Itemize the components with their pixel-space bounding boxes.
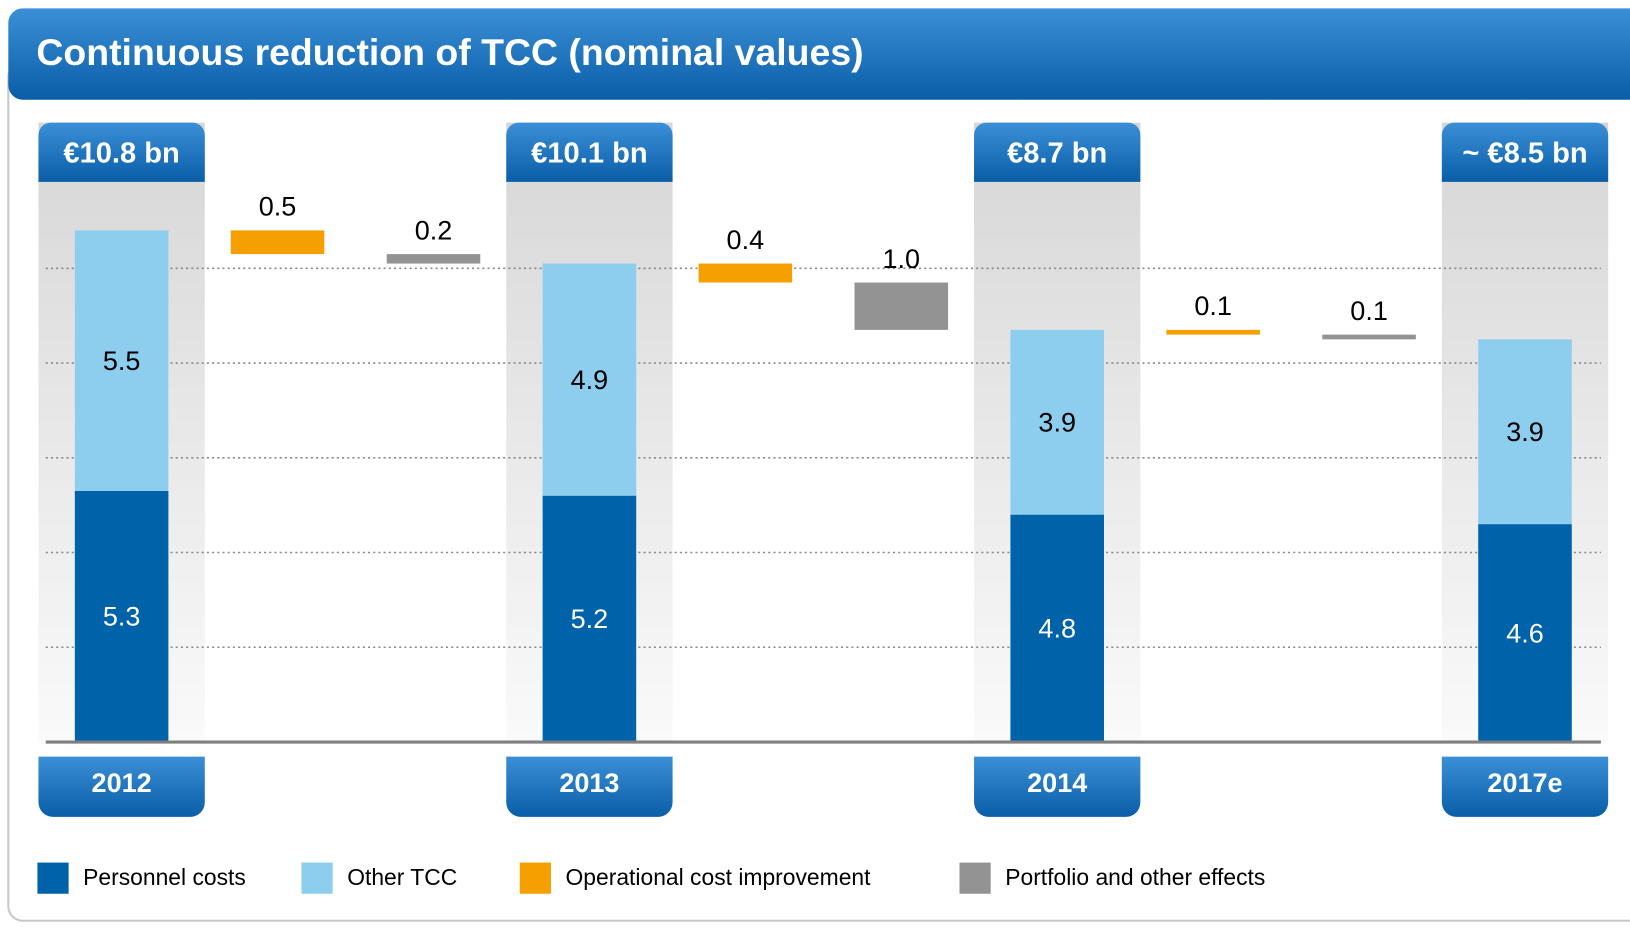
data-label: 5.5 xyxy=(103,346,141,376)
legend-label: Operational cost improvement xyxy=(566,864,872,890)
data-label: 5.3 xyxy=(103,602,141,632)
total-box xyxy=(1441,122,1609,182)
title-bar xyxy=(8,8,1630,100)
category-box xyxy=(1441,756,1609,817)
data-label: 0.2 xyxy=(415,215,453,245)
legend-swatch xyxy=(301,862,333,894)
legend-swatch xyxy=(959,862,991,894)
step-bar xyxy=(230,230,325,255)
data-label: 0.4 xyxy=(727,225,765,255)
data-label: 3.9 xyxy=(1038,407,1076,437)
data-label: 4.6 xyxy=(1506,618,1544,648)
legend-swatch xyxy=(519,862,551,894)
data-label: 1.0 xyxy=(882,244,920,274)
step-bar xyxy=(1322,334,1416,340)
bar-segment xyxy=(1478,524,1572,743)
bar-segment xyxy=(74,490,169,743)
data-label: 4.8 xyxy=(1038,614,1076,644)
step-bar xyxy=(1166,329,1260,335)
data-label: 4.9 xyxy=(571,365,609,395)
x-tick-label: 2017e xyxy=(1487,768,1562,798)
legend-label: Personnel costs xyxy=(83,864,246,890)
total-label: €10.1 bn xyxy=(531,138,647,170)
total-label: ~ €8.5 bn xyxy=(1462,138,1587,170)
step-bar xyxy=(698,263,793,283)
x-tick-label: 2012 xyxy=(92,768,152,798)
legend-label: Other TCC xyxy=(347,864,457,890)
bar-segment xyxy=(542,263,637,496)
total-box xyxy=(506,122,673,182)
category-box xyxy=(38,756,205,817)
total-label: €8.7 bn xyxy=(1007,138,1107,170)
x-tick-label: 2014 xyxy=(1027,768,1087,798)
total-label: €10.8 bn xyxy=(63,138,179,170)
data-label: 0.1 xyxy=(1194,291,1232,321)
bar-segment xyxy=(1478,339,1572,525)
bar-segment xyxy=(74,230,169,491)
data-label: 0.5 xyxy=(259,192,297,222)
total-box xyxy=(38,122,205,182)
bar-segment xyxy=(1010,514,1104,743)
total-box xyxy=(974,122,1141,182)
category-box xyxy=(974,756,1141,817)
bar-segment xyxy=(1010,329,1104,515)
category-box xyxy=(506,756,673,817)
data-label: 5.2 xyxy=(571,604,609,634)
step-bar xyxy=(854,282,949,330)
legend-label: Portfolio and other effects xyxy=(1005,864,1265,890)
chart-title: Continuous reduction of TCC (nominal val… xyxy=(36,31,863,73)
x-tick-label: 2013 xyxy=(559,768,619,798)
bar-segment xyxy=(542,495,637,743)
legend-swatch xyxy=(37,862,69,894)
panel xyxy=(7,61,1630,922)
data-label: 3.9 xyxy=(1506,417,1544,447)
data-label: 0.1 xyxy=(1350,296,1388,326)
step-bar xyxy=(386,254,481,264)
